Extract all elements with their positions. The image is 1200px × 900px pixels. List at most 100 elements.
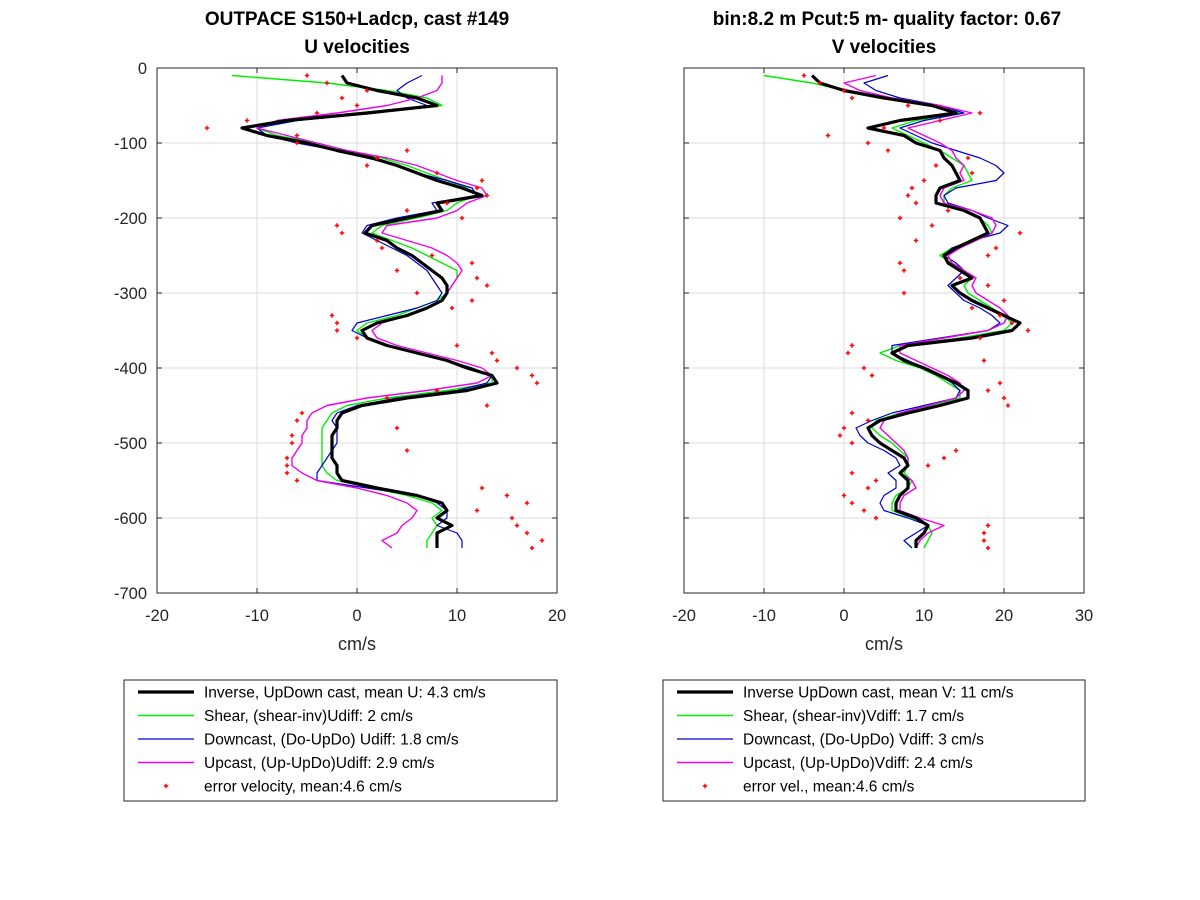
v-error-point	[985, 283, 991, 288]
v-error-point	[869, 373, 875, 378]
u-error-point	[294, 133, 300, 138]
v-error-point	[849, 410, 855, 416]
u-error-point	[244, 118, 250, 123]
v-x-tick-labels: -20 -10 0 10 20 30	[672, 607, 1093, 625]
u-error-point	[294, 478, 300, 483]
v-error-point	[925, 463, 931, 468]
u-error-point	[289, 433, 295, 438]
v-error-point	[885, 148, 891, 153]
v-error-point	[841, 88, 847, 93]
u-error-point	[404, 148, 410, 153]
v-error-point	[905, 193, 911, 198]
v-error-point	[1001, 395, 1007, 401]
u-y-tick-label: -600	[114, 510, 147, 528]
u-error-point	[514, 365, 520, 371]
v-error-point	[1017, 230, 1023, 236]
u-y-tick-label: -200	[114, 210, 147, 228]
v-error-point	[837, 433, 843, 438]
u-error-point	[339, 230, 345, 236]
v-error-point	[865, 485, 871, 491]
v-x-tick-label: 0	[839, 607, 848, 625]
v-series-group	[763, 73, 1031, 551]
v-error-point	[849, 440, 855, 446]
v-error-point	[913, 200, 919, 206]
u-error-point	[469, 298, 475, 303]
u-error-point	[329, 313, 335, 318]
v-x-axis-label: cm/s	[865, 634, 903, 654]
u-error-point	[509, 515, 515, 521]
u-y-tick-label: -700	[114, 585, 147, 603]
v-error-point	[841, 493, 847, 498]
v-legend-label-downcast: Downcast, (Do-UpDo) Vdiff: 3 cm/s	[743, 732, 984, 749]
v-error-point	[1009, 320, 1015, 326]
u-legend-label-upcast: Upcast, (Up-UpDo)Udiff: 2.9 cm/s	[204, 755, 435, 772]
u-legend: Inverse, UpDown cast, mean U: 4.3 cm/s Sh…	[123, 679, 558, 802]
u-error-point	[449, 305, 455, 311]
v-error-point	[981, 538, 987, 543]
u-shear-line	[231, 74, 493, 548]
u-error-point	[514, 523, 520, 528]
u-error-point	[434, 170, 440, 176]
u-inverse-line	[240, 74, 499, 548]
u-error-point	[379, 245, 385, 251]
u-x-tick-label: -10	[245, 607, 269, 625]
v-error-point	[849, 343, 855, 348]
v-error-point	[921, 178, 927, 183]
v-error-point	[957, 275, 963, 281]
u-error-point	[204, 125, 210, 131]
u-error-point	[334, 328, 340, 333]
u-error-point	[404, 208, 410, 213]
u-series-group	[204, 73, 545, 551]
v-error-point	[865, 418, 871, 423]
v-error-point	[901, 290, 907, 296]
v-x-tick-label: 20	[995, 607, 1013, 625]
u-error-point	[364, 88, 370, 93]
v-error-point	[997, 313, 1003, 318]
u-error-point	[534, 380, 540, 386]
u-error-point	[454, 343, 460, 348]
u-error-point	[484, 193, 490, 198]
u-error-point	[434, 388, 440, 393]
v-error-point	[953, 448, 959, 453]
u-error-point	[334, 223, 340, 228]
v-velocity-panel: bin:8.2 m Pcut:5 m- quality factor: 0.67…	[662, 9, 1093, 802]
v-error-point	[913, 238, 919, 243]
v-error-point	[969, 305, 975, 311]
v-error-point	[977, 110, 983, 116]
u-legend-label-error: error velocity, mean:4.6 cm/s	[204, 779, 402, 796]
u-error-point	[524, 500, 530, 506]
u-chart-title: OUTPACE S150+Ladcp, cast #149	[205, 9, 509, 30]
u-error-point	[314, 110, 320, 116]
v-error-point	[865, 140, 871, 146]
v-x-tick-label: 30	[1075, 607, 1093, 625]
v-error-point	[861, 365, 867, 371]
u-error-point	[339, 95, 345, 101]
v-error-point	[933, 163, 939, 168]
u-error-point	[364, 163, 370, 168]
v-error-point	[981, 358, 987, 363]
v-legend-label-upcast: Upcast, (Up-UpDo)Vdiff: 2.4 cm/s	[743, 755, 973, 772]
u-error-point	[394, 268, 400, 273]
u-error-point	[459, 215, 465, 221]
v-error-point	[985, 388, 991, 393]
u-chart-subtitle: U velocities	[304, 37, 410, 58]
v-error-point	[849, 95, 855, 101]
v-x-tick-label: 10	[915, 607, 933, 625]
v-error-point	[845, 350, 851, 356]
v-x-tick-label: -10	[752, 607, 776, 625]
v-axes-box	[683, 67, 1085, 594]
u-error-point	[474, 185, 480, 191]
u-error-point	[484, 403, 490, 408]
u-error-point	[294, 140, 300, 146]
v-error-point	[929, 223, 935, 228]
u-x-tick-label: 10	[448, 607, 466, 625]
u-error-point	[489, 350, 495, 356]
u-velocity-panel: OUTPACE S150+Ladcp, cast #149 U velociti…	[114, 9, 566, 802]
v-error-point	[981, 530, 987, 536]
u-legend-label-inverse: Inverse, UpDown cast, mean U: 4.3 cm/s	[204, 685, 486, 702]
u-error-point	[354, 335, 360, 341]
u-error-point	[284, 455, 290, 461]
u-error-velocity-points	[204, 73, 545, 551]
v-shear-line	[763, 74, 1013, 549]
v-legend: Inverse UpDown cast, mean V: 11 cm/s Shea…	[662, 679, 1086, 802]
